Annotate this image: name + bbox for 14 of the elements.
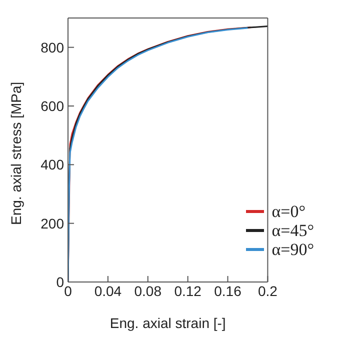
x-tick-label: 0.12 (174, 282, 202, 299)
x-tick-label: 0.04 (94, 282, 122, 299)
y-tick-label: 400 (40, 156, 64, 173)
x-tick-label: 0.2 (258, 282, 278, 299)
x-tick-label: 0.08 (134, 282, 162, 299)
y-tick-label: 200 (40, 215, 64, 232)
legend-label: α=0° (272, 202, 306, 222)
y-tick-label: 600 (40, 98, 64, 114)
y-tick-label: 800 (40, 39, 64, 56)
x-tick-label: 0.16 (214, 282, 242, 299)
legend-label: α=45° (272, 220, 314, 240)
y-axis-title: Eng. axial stress [MPa] (8, 82, 24, 225)
x-axis-title: Eng. axial strain [-] (110, 315, 226, 331)
legend-label: α=90° (272, 240, 314, 260)
